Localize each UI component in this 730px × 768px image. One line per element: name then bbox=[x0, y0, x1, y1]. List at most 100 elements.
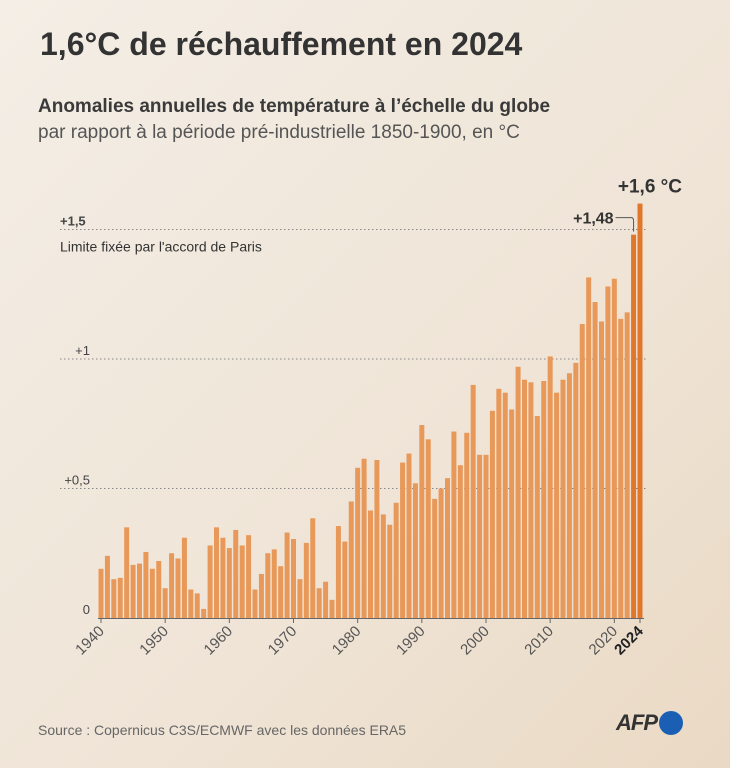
bar-1954 bbox=[188, 589, 194, 618]
bar-1945 bbox=[130, 564, 136, 618]
bar-1990 bbox=[419, 425, 425, 618]
bar-2002 bbox=[496, 388, 502, 618]
bar-2018 bbox=[599, 321, 604, 618]
bar-2015 bbox=[579, 324, 585, 618]
x-tick-label: 1940 bbox=[72, 623, 108, 659]
bar-1975 bbox=[323, 581, 329, 618]
bar-1984 bbox=[380, 514, 386, 618]
label-leader-2023 bbox=[615, 217, 635, 232]
bar-1997 bbox=[464, 432, 470, 618]
bar-1970 bbox=[291, 539, 296, 618]
bar-2001 bbox=[489, 410, 495, 618]
bar-1969 bbox=[284, 532, 290, 618]
bar-2003 bbox=[502, 392, 508, 618]
x-tick-label: 2024 bbox=[611, 622, 647, 658]
bar-1961 bbox=[233, 529, 239, 618]
bar-1987 bbox=[400, 462, 406, 618]
bar-2017 bbox=[592, 302, 598, 618]
bar-1983 bbox=[374, 460, 380, 618]
bar-2014 bbox=[573, 362, 579, 618]
bar-1957 bbox=[207, 545, 213, 618]
bar-1979 bbox=[348, 501, 354, 618]
bar-2000 bbox=[483, 454, 489, 618]
bar-1947 bbox=[143, 551, 149, 618]
y-tick-label: +0,5 bbox=[64, 473, 90, 488]
bar-1978 bbox=[342, 541, 348, 618]
bar-1991 bbox=[425, 439, 431, 618]
bar-1962 bbox=[239, 545, 245, 618]
chart-subtitle-2: par rapport à la période pré-industriell… bbox=[38, 122, 520, 143]
bar-2019 bbox=[605, 286, 611, 618]
bar-1985 bbox=[387, 524, 393, 618]
x-tick-label: 2010 bbox=[521, 623, 557, 659]
bar-1965 bbox=[258, 573, 264, 618]
bar-2016 bbox=[586, 277, 592, 618]
bar-2024 bbox=[637, 203, 643, 618]
chart-title: 1,6°C de réchauffement en 2024 bbox=[40, 26, 523, 62]
bar-2012 bbox=[560, 379, 566, 618]
source-note: Source : Copernicus C3S/ECMWF avec les d… bbox=[38, 722, 407, 738]
x-tick-label: 2000 bbox=[457, 623, 493, 659]
bar-1950 bbox=[162, 588, 168, 618]
x-tick-label: 1980 bbox=[329, 623, 365, 659]
x-tick-label: 1990 bbox=[393, 623, 429, 659]
paris-limit-label: Limite fixée par l'accord de Paris bbox=[60, 239, 262, 255]
bar-1958 bbox=[214, 527, 219, 618]
bar-1996 bbox=[457, 465, 463, 618]
bar-1966 bbox=[265, 553, 271, 618]
bar-2022 bbox=[624, 312, 630, 618]
bar-2008 bbox=[534, 415, 540, 618]
bar-1949 bbox=[156, 561, 162, 618]
afp-logo: AFP bbox=[616, 710, 683, 736]
bar-2010 bbox=[547, 356, 553, 618]
bar-1955 bbox=[194, 593, 200, 618]
bar-2009 bbox=[541, 381, 547, 618]
bar-1964 bbox=[252, 589, 258, 618]
bar-2020 bbox=[611, 278, 617, 618]
bar-2011 bbox=[554, 392, 560, 618]
bar-2023 bbox=[631, 234, 637, 618]
bar-1952 bbox=[175, 558, 181, 618]
bar-1968 bbox=[278, 566, 284, 618]
bar-1942 bbox=[111, 579, 117, 618]
bar-1956 bbox=[201, 608, 207, 618]
y-tick-label: 0 bbox=[83, 602, 90, 617]
bar-1988 bbox=[406, 453, 412, 618]
bar-1992 bbox=[432, 498, 438, 618]
bar-1943 bbox=[117, 577, 123, 618]
x-tick-label: 1970 bbox=[265, 623, 301, 659]
bar-1974 bbox=[316, 588, 322, 618]
bar-1976 bbox=[329, 599, 335, 618]
chart-subtitle: Anomalies annuelles de température à l’é… bbox=[38, 96, 551, 117]
bar-2013 bbox=[566, 373, 572, 618]
label-2023: +1,48 bbox=[573, 211, 614, 228]
x-tick-label: 1960 bbox=[201, 623, 237, 659]
bar-2007 bbox=[528, 382, 534, 618]
x-tick-label: 1950 bbox=[136, 623, 172, 659]
bar-1994 bbox=[445, 478, 450, 618]
bar-2004 bbox=[509, 409, 515, 618]
bar-2006 bbox=[522, 379, 527, 618]
bar-1953 bbox=[181, 537, 187, 618]
label-2024: +1,6 °C bbox=[618, 177, 682, 198]
bar-1967 bbox=[271, 549, 277, 618]
bar-1998 bbox=[470, 384, 476, 618]
bar-1981 bbox=[361, 458, 367, 618]
bar-1972 bbox=[303, 542, 309, 618]
bar-1944 bbox=[124, 527, 130, 618]
bar-1993 bbox=[438, 488, 444, 618]
bar-1951 bbox=[169, 553, 175, 618]
bar-1940 bbox=[98, 568, 104, 618]
bar-1977 bbox=[335, 526, 341, 618]
bar-1980 bbox=[355, 467, 361, 618]
bar-1999 bbox=[477, 454, 483, 618]
bar-2005 bbox=[515, 366, 521, 618]
bar-1959 bbox=[220, 537, 226, 618]
bar-1946 bbox=[137, 563, 142, 618]
y-tick-label: +1,5 bbox=[60, 214, 86, 229]
y-tick-label: +1 bbox=[75, 343, 90, 358]
bar-1986 bbox=[393, 502, 399, 618]
bar-1941 bbox=[104, 555, 110, 618]
bar-1948 bbox=[149, 568, 155, 618]
